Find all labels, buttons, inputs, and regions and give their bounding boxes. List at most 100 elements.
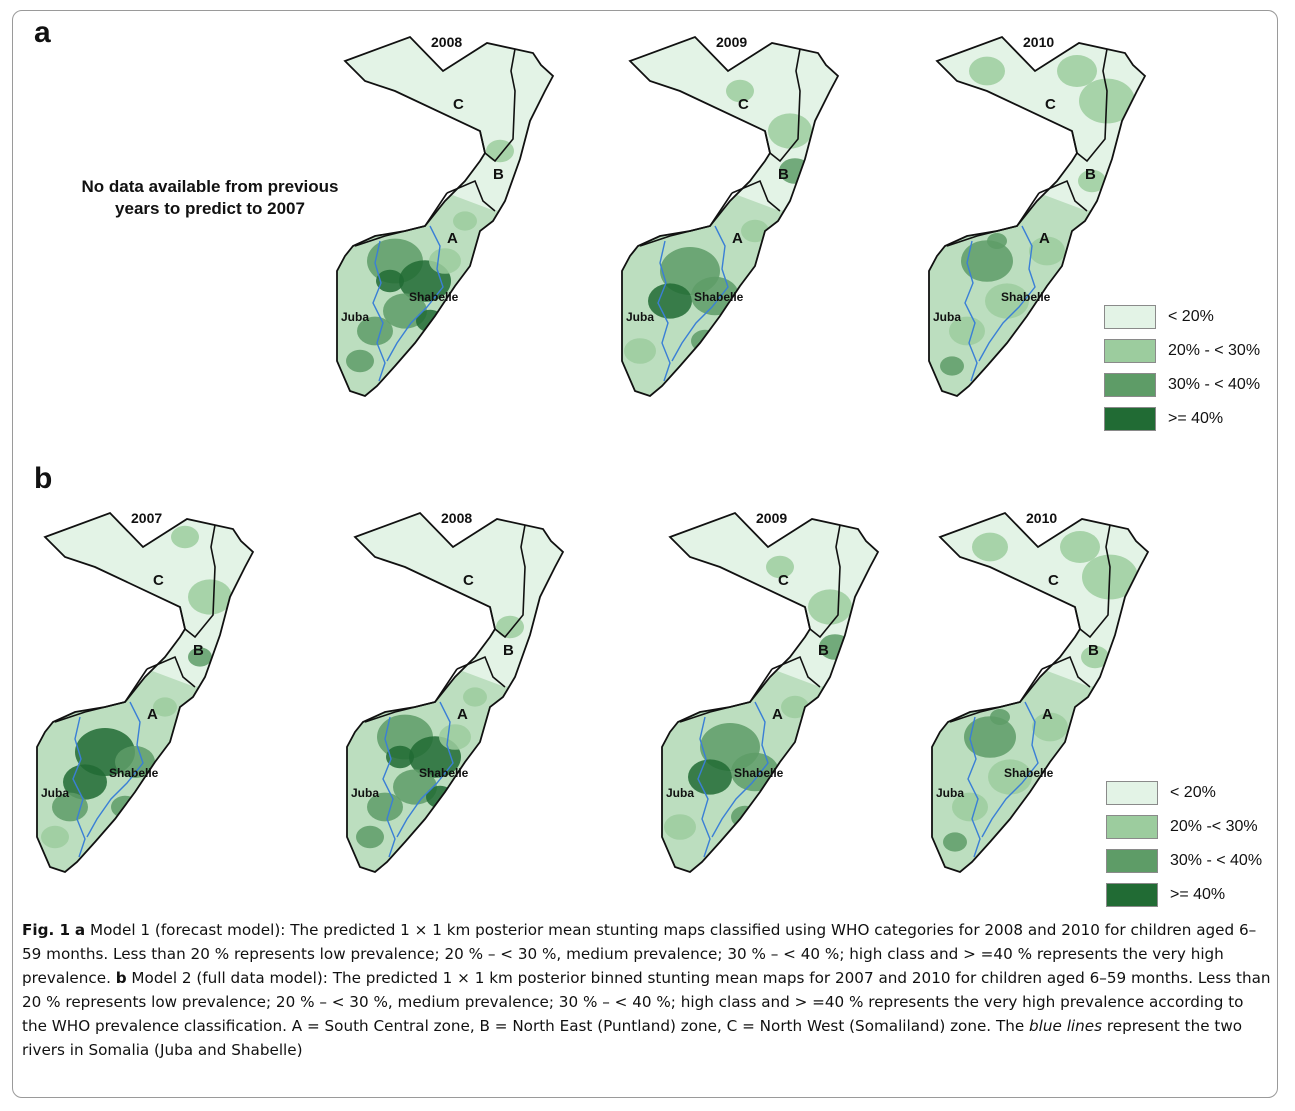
zone-label-b: B: [1088, 642, 1099, 659]
river-label-juba: Juba: [351, 786, 379, 800]
prevalence-patch: [383, 293, 427, 329]
panel-b-label: b: [34, 462, 53, 495]
prevalence-patch: [188, 647, 212, 667]
prevalence-patch: [153, 697, 177, 717]
river-juba: [964, 240, 978, 382]
map-b-2009: 2009 C B A Juba Shabelle: [655, 502, 885, 882]
map-svg: 2009 C B A Juba Shabelle: [621, 34, 840, 398]
zone-label-c: C: [1048, 572, 1059, 589]
legend-a: < 20% 20% - < 30% 30% - < 40% >= 40%: [1104, 300, 1260, 436]
map-svg: 2010 C B A Juba Shabelle: [928, 34, 1147, 398]
legend-b-label: < 20%: [1170, 784, 1216, 801]
prevalence-patch: [648, 283, 692, 319]
prevalence-patch: [964, 716, 1016, 758]
river-label-shabelle: Shabelle: [694, 290, 744, 304]
prevalence-patch: [969, 56, 1005, 86]
river-label-shabelle: Shabelle: [109, 766, 159, 780]
legend-b: < 20% 20% -< 30% 30% - < 40% >= 40%: [1106, 776, 1262, 912]
prevalence-patch: [1078, 169, 1106, 193]
river-label-juba: Juba: [41, 786, 69, 800]
country-outline: [928, 35, 1147, 398]
zone-label-b: B: [818, 642, 829, 659]
prevalence-patch: [664, 814, 696, 840]
river-shabelle: [978, 225, 1036, 362]
map-year-label: 2007: [131, 510, 162, 526]
zone-border-b: [456, 655, 506, 688]
river-label-shabelle: Shabelle: [734, 766, 784, 780]
map-b-2007: 2007 C B A Juba Shabelle: [30, 502, 260, 882]
river-shabelle: [671, 225, 729, 362]
no-data-line-1: No data available from previous: [81, 177, 339, 196]
river-juba: [382, 716, 396, 858]
zone-border-b: [1038, 179, 1088, 212]
prevalence-patch: [766, 555, 794, 579]
prevalence-patch: [987, 233, 1007, 249]
river-juba: [372, 240, 386, 382]
zone-label-a: A: [457, 706, 468, 723]
legend-a-swatch: [1104, 339, 1156, 363]
legend-b-item: >= 40%: [1106, 878, 1262, 912]
prevalence-patch: [961, 240, 1013, 282]
country-outline: [931, 511, 1150, 874]
river-label-shabelle: Shabelle: [1004, 766, 1054, 780]
prevalence-patch: [990, 709, 1010, 725]
prevalence-patch: [988, 759, 1032, 795]
prevalence-patch: [972, 532, 1008, 562]
legend-a-item: >= 40%: [1104, 402, 1260, 436]
prevalence-patch: [985, 283, 1029, 319]
caption-a-text: Model 1 (forecast model): The predicted …: [22, 921, 1257, 987]
prevalence-patch: [41, 825, 69, 849]
caption-a-label: a: [74, 921, 86, 939]
country-outline: [336, 35, 555, 398]
river-shabelle: [86, 701, 144, 838]
zone-label-b: B: [493, 166, 504, 183]
map-svg: 2008 C B A Juba Shabelle: [346, 510, 565, 874]
prevalence-patch: [1060, 531, 1100, 563]
caption-tail: represent the two rivers in Somalia (Jub…: [22, 1017, 1243, 1059]
prevalence-patch: [393, 769, 437, 805]
zone-label-a: A: [147, 706, 158, 723]
zone-label-b: B: [778, 166, 789, 183]
legend-a-item: 20% - < 30%: [1104, 334, 1260, 368]
country-outline: [661, 511, 880, 874]
map-year-label: 2009: [716, 34, 747, 50]
map-a-2008: 2008 C B A Juba Shabelle: [330, 26, 560, 406]
zone-label-c: C: [778, 572, 789, 589]
legend-b-item: 30% - < 40%: [1106, 844, 1262, 878]
map-a-2009: 2009 C B A Juba Shabelle: [615, 26, 845, 406]
prevalence-patch: [1081, 645, 1109, 669]
caption-b-text: Model 2 (full data model): The predicted…: [22, 969, 1271, 1035]
zone-label-b: B: [503, 642, 514, 659]
legend-b-label: >= 40%: [1170, 886, 1226, 903]
zone-border-b: [771, 655, 821, 688]
legend-a-swatch: [1104, 305, 1156, 329]
map-svg: 2007 C B A Juba Shabelle: [36, 510, 255, 874]
legend-a-item: 30% - < 40%: [1104, 368, 1260, 402]
map-year-label: 2008: [441, 510, 472, 526]
no-data-note: No data available from previous years to…: [20, 176, 400, 220]
river-juba: [657, 240, 671, 382]
prevalence-patch: [943, 832, 967, 852]
country-outline: [621, 35, 840, 398]
legend-a-swatch: [1104, 373, 1156, 397]
river-juba: [697, 716, 711, 858]
figure-frame: [12, 10, 1278, 1098]
river-label-juba: Juba: [936, 786, 964, 800]
river-label-juba: Juba: [933, 310, 961, 324]
map-year-label: 2010: [1026, 510, 1057, 526]
prevalence-patch: [171, 525, 199, 549]
legend-a-swatch: [1104, 407, 1156, 431]
zone-border-b: [1041, 655, 1091, 688]
prevalence-patch: [346, 349, 374, 373]
no-data-line-2: years to predict to 2007: [115, 199, 305, 218]
prevalence-patch: [808, 589, 852, 625]
legend-a-label: < 20%: [1168, 308, 1214, 325]
river-juba: [72, 716, 86, 858]
country-outline: [346, 511, 565, 874]
prevalence-patch: [463, 687, 487, 707]
panel-a-label: a: [34, 16, 51, 49]
legend-b-label: 30% - < 40%: [1170, 852, 1263, 869]
river-shabelle: [386, 225, 444, 362]
prevalence-patch: [940, 356, 964, 376]
zone-label-c: C: [738, 96, 749, 113]
